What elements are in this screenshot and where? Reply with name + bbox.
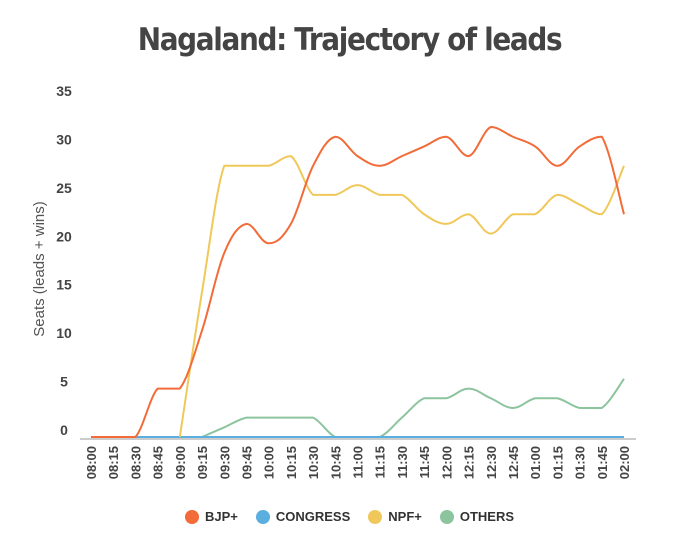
y-tick-label: 20 xyxy=(56,228,72,244)
chart-title: Nagaland: Trajectory of leads xyxy=(137,22,563,58)
series-lines xyxy=(91,126,625,438)
x-tick-label: 10:15 xyxy=(284,446,299,479)
y-axis-label: Seats (leads + wins) xyxy=(31,201,48,336)
x-tick-label: 01:15 xyxy=(550,446,565,479)
legend-label: NPF+ xyxy=(388,509,422,524)
x-tick-label: 08:45 xyxy=(151,446,166,479)
legend-dot-icon xyxy=(439,509,454,524)
legend: BJP+ CONGRESS NPF+ OTHERS xyxy=(0,509,699,524)
x-tick-label: 09:00 xyxy=(173,446,188,479)
x-tick-label: 01:00 xyxy=(528,446,543,479)
legend-item-npf[interactable]: NPF+ xyxy=(368,509,422,524)
x-tick-label: 02:00 xyxy=(617,446,632,479)
x-axis-ticks: 08:00 08:15 08:30 08:45 09:00 09:15 09:30 09:45… xyxy=(84,446,632,479)
y-tick-label: 15 xyxy=(56,277,72,293)
x-tick-label: 09:15 xyxy=(195,446,210,479)
series-line-bjp xyxy=(91,126,625,438)
x-tick-label: 08:15 xyxy=(106,446,121,479)
y-axis-ticks: 0 5 10 15 20 25 30 35 xyxy=(56,83,72,438)
x-tick-label: 12:15 xyxy=(462,446,477,479)
legend-dot-icon xyxy=(368,509,383,524)
x-tick-label: 12:00 xyxy=(439,446,454,479)
series-line-others xyxy=(201,378,625,438)
x-tick-label: 11:15 xyxy=(373,446,388,479)
series-line-npf xyxy=(178,155,625,438)
x-tick-label: 11:45 xyxy=(417,446,432,479)
legend-item-others[interactable]: OTHERS xyxy=(439,509,515,524)
x-tick-label: 09:45 xyxy=(239,446,254,479)
x-tick-label: 10:00 xyxy=(262,446,277,479)
legend-label: CONGRESS xyxy=(275,509,351,524)
y-tick-label: 25 xyxy=(56,180,72,196)
x-tick-label: 01:30 xyxy=(573,446,588,479)
legend-dot-icon xyxy=(255,509,270,524)
y-tick-label: 0 xyxy=(60,422,68,438)
x-tick-label: 01:45 xyxy=(595,446,610,479)
x-tick-label: 11:30 xyxy=(395,446,410,479)
x-tick-label: 12:30 xyxy=(484,446,499,479)
y-tick-label: 30 xyxy=(56,131,72,147)
x-tick-label: 12:45 xyxy=(506,446,521,479)
legend-dot-icon xyxy=(184,509,199,524)
x-tick-label: 08:30 xyxy=(128,446,143,479)
legend-label: BJP+ xyxy=(204,509,238,524)
legend-item-bjp[interactable]: BJP+ xyxy=(184,509,238,524)
y-tick-label: 35 xyxy=(56,83,72,99)
x-tick-label: 11:00 xyxy=(351,446,366,479)
legend-label: OTHERS xyxy=(459,509,515,524)
x-tick-label: 10:30 xyxy=(306,446,321,479)
x-tick-label: 10:45 xyxy=(328,446,343,479)
y-tick-label: 5 xyxy=(60,374,68,390)
x-tick-label: 08:00 xyxy=(84,446,99,479)
y-tick-label: 10 xyxy=(56,325,72,341)
legend-item-congress[interactable]: CONGRESS xyxy=(255,509,351,524)
x-tick-label: 09:30 xyxy=(217,446,232,479)
